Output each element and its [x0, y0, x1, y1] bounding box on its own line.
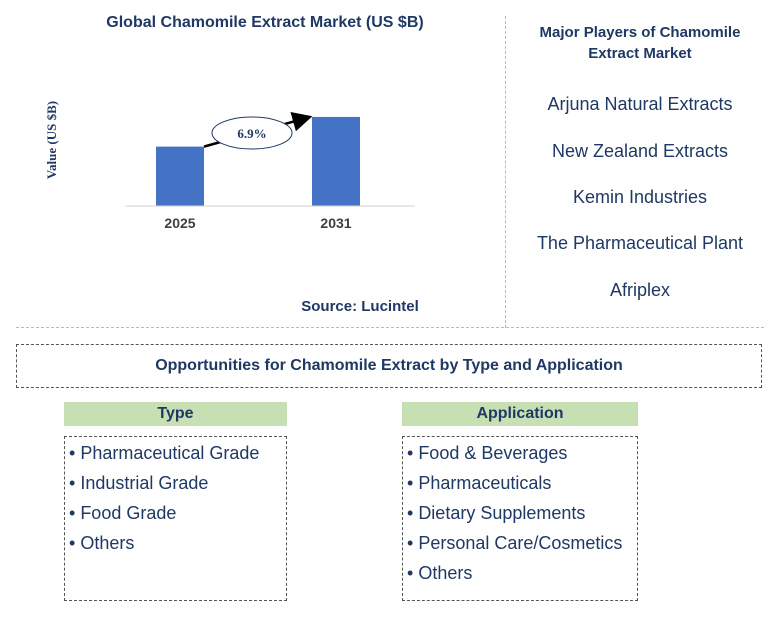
- opportunities-title-text: Opportunities for Chamomile Extract by T…: [155, 357, 623, 374]
- type-header: Type: [64, 402, 287, 426]
- application-list: Food & Beverages Pharmaceuticals Dietary…: [402, 436, 638, 601]
- player-item: Afriplex: [609, 280, 671, 300]
- chart-title: Global Chamomile Extract Market (US $B): [106, 14, 424, 31]
- type-list: Pharmaceutical Grade Industrial Grade Fo…: [64, 436, 287, 601]
- players-title: Major Players of Chamomile Extract Marke…: [539, 24, 741, 62]
- bar-2031: [312, 116, 360, 206]
- player-item: Kemin Industries: [572, 187, 708, 207]
- x-tick-label: 2031: [320, 215, 351, 231]
- application-item: Others: [407, 560, 637, 590]
- x-tick-label: 2025: [164, 215, 195, 231]
- type-item: Food Grade: [69, 500, 286, 530]
- cagr-bubble: [211, 116, 293, 150]
- bar-2025: [156, 146, 204, 206]
- type-item: Others: [69, 530, 286, 560]
- player-item: The Pharmaceutical Plant: [536, 233, 744, 253]
- application-item: Pharmaceuticals: [407, 470, 637, 500]
- application-item: Personal Care/Cosmetics: [407, 530, 637, 560]
- horizontal-divider: [16, 327, 764, 328]
- cagr-label: 6.9%: [237, 126, 266, 141]
- opportunities-title: Opportunities for Chamomile Extract by T…: [16, 344, 762, 388]
- application-header: Application: [402, 402, 638, 426]
- vertical-divider: [505, 16, 506, 328]
- player-item: Arjuna Natural Extracts: [547, 94, 733, 114]
- application-item: Dietary Supplements: [407, 500, 637, 530]
- application-item: Food & Beverages: [407, 440, 637, 470]
- bar-chart: 2025 2031 6.9%: [125, 112, 415, 231]
- type-item: Industrial Grade: [69, 470, 286, 500]
- type-item: Pharmaceutical Grade: [69, 440, 286, 470]
- source-label: Source: Lucintel: [301, 298, 419, 315]
- player-item: New Zealand Extracts: [551, 141, 729, 161]
